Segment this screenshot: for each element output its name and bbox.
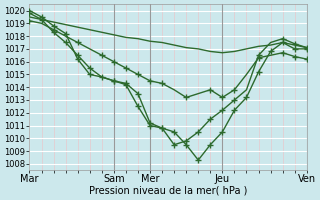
- X-axis label: Pression niveau de la mer( hPa ): Pression niveau de la mer( hPa ): [89, 186, 247, 196]
